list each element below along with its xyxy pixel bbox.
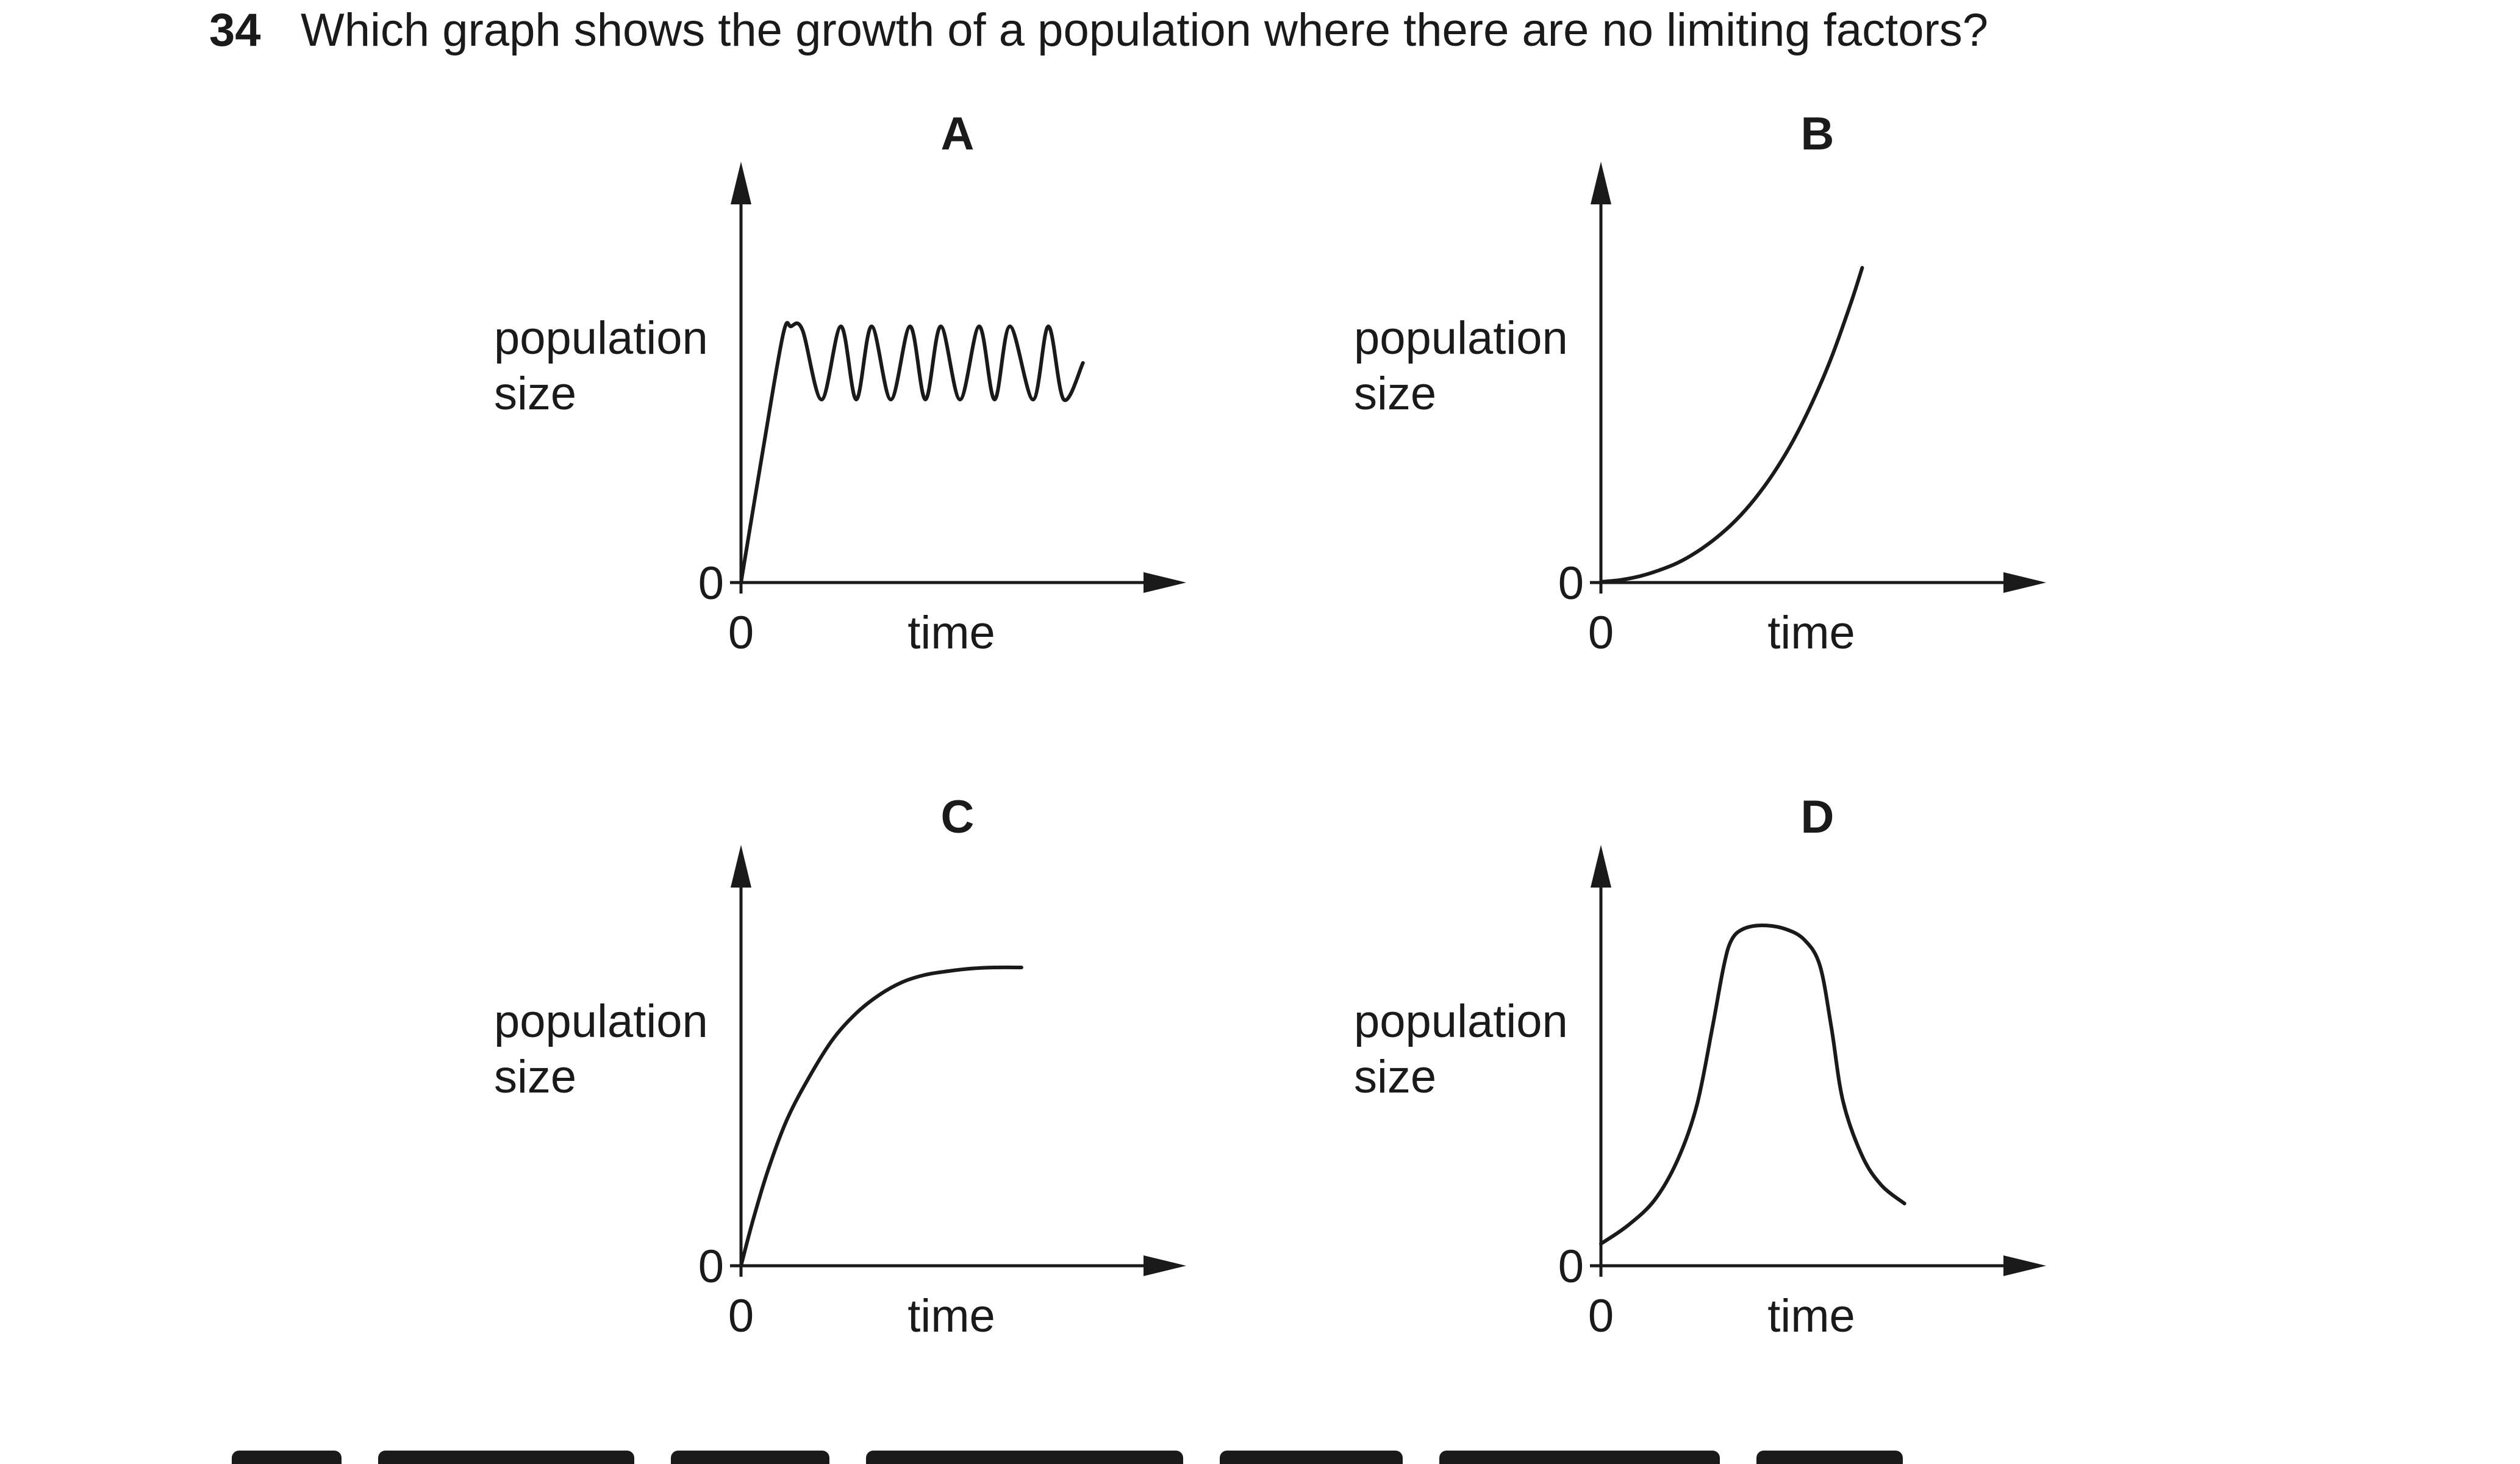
y-axis-label-line: size: [1354, 1051, 1436, 1103]
graph-letter: A: [941, 108, 975, 160]
x-axis-label: time: [907, 1290, 995, 1342]
x-axis-arrowhead: [1144, 572, 1186, 593]
x-tick-label: 0: [1588, 1290, 1614, 1342]
y-tick-label: 0: [698, 558, 724, 609]
y-axis-arrowhead: [1591, 162, 1611, 204]
y-axis-arrowhead: [731, 162, 751, 204]
x-axis-label: time: [1767, 607, 1855, 659]
y-tick-label: 0: [1558, 1241, 1584, 1293]
y-axis-label-line: population: [494, 996, 708, 1047]
y-axis-arrowhead: [1591, 845, 1611, 888]
y-axis-label-line: size: [494, 1051, 576, 1103]
x-tick-label: 0: [728, 607, 754, 659]
graph-letter: D: [1801, 791, 1835, 843]
y-axis-label-line: population: [494, 312, 708, 364]
population-curve: [1599, 924, 1906, 1246]
y-axis-label-line: population: [1354, 312, 1568, 364]
graph-letter: B: [1801, 108, 1835, 160]
x-axis-arrowhead: [1144, 1255, 1186, 1276]
y-axis-label-line: population: [1354, 996, 1568, 1047]
x-axis-label: time: [907, 607, 995, 659]
y-axis-label-line: size: [1354, 368, 1436, 420]
graph-letter: C: [941, 791, 975, 843]
x-tick-label: 0: [728, 1290, 754, 1342]
y-axis-label-line: size: [494, 368, 576, 420]
question-text: Which graph shows the growth of a popula…: [301, 4, 1989, 56]
population-curve: [739, 965, 1023, 1268]
x-tick-label: 0: [1588, 607, 1614, 659]
y-axis-arrowhead: [731, 845, 751, 888]
population-curve: [1599, 266, 1864, 584]
question-number: 34: [209, 4, 261, 56]
x-axis-arrowhead: [2003, 1255, 2046, 1276]
next-question-text-cutoff: [232, 1432, 2000, 1464]
x-axis-label: time: [1767, 1290, 1855, 1342]
y-tick-label: 0: [698, 1241, 724, 1293]
y-tick-label: 0: [1558, 558, 1584, 609]
x-axis-arrowhead: [2003, 572, 2046, 593]
population-curve: [739, 321, 1085, 584]
